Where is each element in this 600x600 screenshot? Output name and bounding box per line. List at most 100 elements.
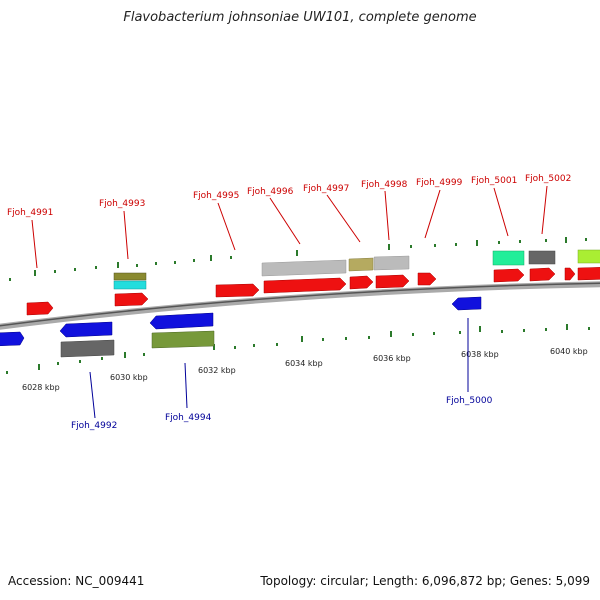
gene-label[interactable]: Fjoh_4992 — [71, 421, 117, 431]
tick — [498, 241, 500, 244]
tick — [79, 360, 81, 363]
scale-label: 6030 kbp — [110, 373, 148, 382]
tick — [74, 268, 76, 271]
tick — [519, 240, 521, 243]
tick — [34, 270, 36, 276]
gene-label[interactable]: Fjoh_5002 — [525, 174, 571, 184]
gene-arrow-blue[interactable] — [0, 331, 25, 347]
gene-label[interactable]: Fjoh_4996 — [247, 187, 294, 197]
tick — [95, 266, 97, 269]
topology-value: circular — [320, 574, 365, 588]
gene-arrow-fjoh-5002[interactable] — [529, 267, 556, 282]
tick — [54, 270, 56, 273]
scale-label: 6036 kbp — [373, 354, 411, 363]
leader-line — [326, 194, 361, 243]
scale-label: 6032 kbp — [198, 366, 236, 375]
tick — [412, 333, 414, 336]
gene-label[interactable]: Fjoh_4991 — [7, 208, 53, 218]
gene-block-lime[interactable] — [577, 249, 600, 264]
topology-info: Topology: circular; Length: 6,096,872 bp… — [260, 574, 590, 588]
tick — [38, 364, 40, 370]
scale-label: 6034 kbp — [285, 359, 323, 368]
scale-label: 6038 kbp — [461, 350, 499, 359]
gene-block-green[interactable] — [151, 330, 215, 349]
leader-line — [424, 189, 441, 239]
gene-arrow-fjoh-4994[interactable] — [149, 312, 214, 330]
tick — [545, 328, 547, 331]
gene-block-dark-gray[interactable] — [60, 339, 115, 358]
gene-block-teal[interactable] — [113, 280, 147, 290]
gene-label[interactable]: Fjoh_4995 — [193, 191, 239, 201]
reverse-genes — [0, 296, 482, 358]
leader-line — [123, 210, 129, 260]
tick — [479, 326, 481, 332]
tick — [57, 362, 59, 365]
tick — [230, 256, 232, 259]
gene-block-mint[interactable] — [492, 250, 525, 266]
gene-block-dark-gray[interactable] — [528, 250, 556, 265]
gene-block-olive[interactable] — [113, 272, 147, 281]
genome-backbone — [0, 281, 600, 330]
gene-arrow-fjoh-4996[interactable] — [263, 277, 347, 294]
tick — [6, 371, 8, 374]
tick — [322, 338, 324, 341]
gene-label[interactable]: Fjoh_4994 — [165, 413, 212, 423]
leader-line — [541, 185, 548, 235]
tick — [566, 324, 568, 330]
gene-label[interactable]: Fjoh_4997 — [303, 184, 349, 194]
scale-labels: 6028 kbp 6030 kbp 6032 kbp 6034 kbp 6036… — [22, 347, 588, 392]
tick — [410, 245, 412, 248]
leader-line — [217, 202, 236, 251]
gene-arrow-fjoh-5001[interactable] — [493, 268, 525, 283]
gene-label[interactable]: Fjoh_5001 — [471, 176, 517, 186]
tick — [368, 336, 370, 339]
gene-arrow-fjoh-4998[interactable] — [375, 274, 410, 289]
tick — [253, 344, 255, 347]
scale-label: 6040 kbp — [550, 347, 588, 356]
tick — [117, 262, 119, 268]
accession-info: Accession: NC_009441 — [8, 574, 144, 588]
accession-value: NC_009441 — [75, 574, 145, 588]
gene-arrow-fjoh-4992[interactable] — [59, 321, 113, 338]
gene-block-gray[interactable] — [261, 259, 347, 277]
tick — [174, 261, 176, 264]
tick — [565, 237, 567, 243]
tick — [345, 337, 347, 340]
tick — [388, 244, 390, 250]
gene-label[interactable]: Fjoh_4999 — [416, 178, 463, 188]
gene-label[interactable]: Fjoh_4998 — [361, 180, 408, 190]
gene-block-olive[interactable] — [348, 257, 374, 272]
tick — [136, 264, 138, 267]
tick — [124, 352, 126, 358]
gene-arrow-red[interactable] — [577, 267, 600, 281]
gene-arrow-fjoh-4995[interactable] — [215, 283, 260, 298]
tick — [501, 330, 503, 333]
top-gene-labels: Fjoh_4991 Fjoh_4993 Fjoh_4995 Fjoh_4996 … — [7, 174, 571, 218]
tick — [213, 344, 215, 350]
outer-ticks — [9, 237, 587, 281]
tick — [210, 255, 212, 261]
gene-arrow-fjoh-4999[interactable] — [417, 272, 437, 286]
leader-line — [269, 197, 301, 245]
accession-label: Accession: — [8, 574, 72, 588]
length-value: 6,096,872 bp — [421, 574, 502, 588]
gene-arrow-fjoh-4997[interactable] — [349, 275, 374, 290]
label-leaders-bottom — [89, 318, 469, 419]
gene-label[interactable]: Fjoh_5000 — [446, 396, 493, 406]
tick — [588, 327, 590, 330]
gene-block-gray[interactable] — [373, 255, 410, 271]
tick — [143, 353, 145, 356]
genome-title: Flavobacterium johnsoniae UW101, complet… — [123, 10, 477, 25]
tick — [433, 332, 435, 335]
leader-line — [31, 219, 38, 269]
gene-arrow-fjoh-5000[interactable] — [451, 296, 482, 311]
tick — [155, 262, 157, 265]
gene-label[interactable]: Fjoh_4993 — [99, 199, 145, 209]
tick — [296, 250, 298, 256]
bottom-gene-labels: Fjoh_4992 Fjoh_4994 Fjoh_5000 — [71, 396, 493, 431]
gene-arrow-red[interactable] — [564, 267, 576, 281]
gene-arrow-fjoh-4993[interactable] — [114, 292, 149, 307]
gene-arrow-fjoh-4991[interactable] — [26, 301, 54, 316]
tick — [390, 331, 392, 337]
tick — [545, 239, 547, 242]
